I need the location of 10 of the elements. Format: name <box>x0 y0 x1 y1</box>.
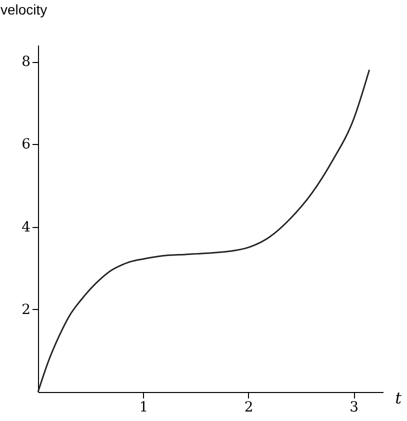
x-tick-label: 2 <box>244 400 254 416</box>
y-tick-label: 8 <box>22 54 30 70</box>
x-tick-label: 3 <box>350 400 359 416</box>
line-series <box>37 69 370 393</box>
y-tick-label: 6 <box>22 136 31 153</box>
x-axis-title: t <box>395 388 402 408</box>
x-tick-label: 1 <box>139 400 148 416</box>
y-tick-label: 2 <box>22 302 30 318</box>
y-axis-title: velocity <box>0 2 48 18</box>
y-tick-label: 4 <box>22 219 31 236</box>
